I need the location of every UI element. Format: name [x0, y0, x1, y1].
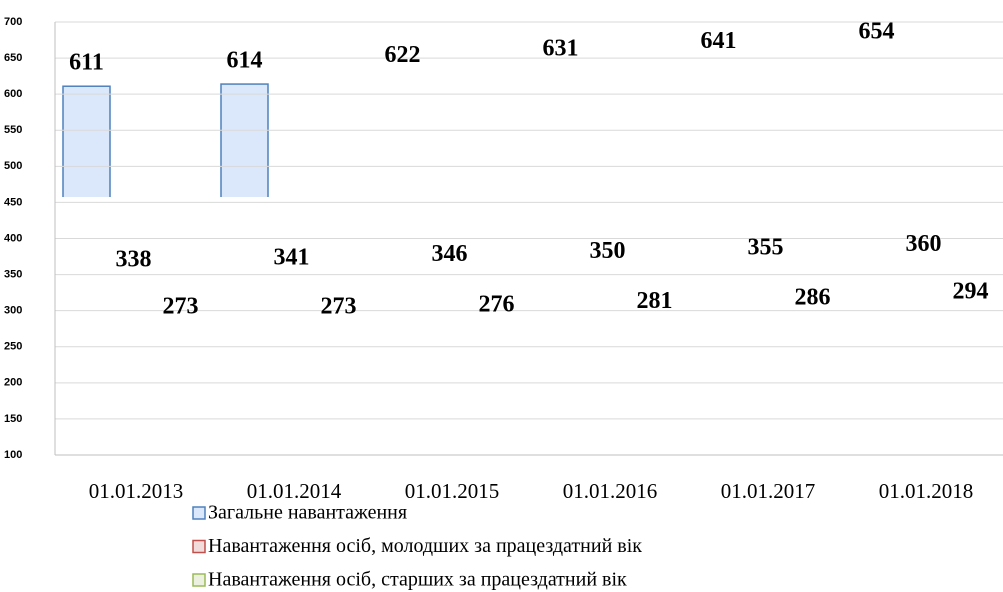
data-label: 281 [637, 288, 673, 314]
y-tick-label: 650 [4, 52, 22, 64]
bar [110, 283, 157, 455]
data-label: 654 [859, 19, 895, 45]
data-label: 273 [321, 294, 357, 320]
data-label: 276 [479, 291, 515, 317]
data-label: 611 [69, 50, 104, 76]
legend-swatch [192, 539, 206, 554]
bar [220, 83, 269, 197]
x-tick-label: 01.01.2018 [879, 479, 974, 503]
data-label: 286 [795, 284, 831, 310]
bar [947, 315, 994, 455]
bar [631, 324, 678, 455]
data-label: 273 [163, 294, 199, 320]
bar [789, 321, 836, 455]
legend-swatch [192, 573, 206, 587]
x-tick-label: 01.01.2017 [721, 479, 816, 503]
y-tick-label: 150 [4, 413, 22, 425]
data-label: 294 [953, 278, 989, 304]
y-tick-label: 300 [4, 305, 22, 317]
x-tick-label: 01.01.2014 [247, 479, 342, 503]
data-label: 631 [543, 35, 579, 61]
bar [695, 65, 742, 455]
y-tick-label: 200 [4, 377, 22, 389]
data-label: 360 [906, 231, 942, 257]
legend-label: Навантаження осіб, старших за працездатн… [208, 569, 627, 591]
bar [379, 78, 426, 455]
bar [853, 55, 900, 455]
bars [62, 55, 994, 455]
legend-label: Навантаження осіб, молодших за працездат… [208, 535, 642, 557]
x-tick-label: 01.01.2013 [89, 479, 184, 503]
data-label: 355 [748, 234, 784, 260]
y-tick-label: 500 [4, 160, 22, 172]
data-label: 338 [116, 247, 152, 273]
x-tick-label: 01.01.2015 [405, 479, 500, 503]
bar [537, 72, 584, 455]
bar [268, 281, 315, 455]
bar [62, 85, 111, 197]
x-tick-label: 01.01.2016 [563, 479, 658, 503]
data-label: 641 [701, 28, 737, 54]
legend-label: Загальне навантаження [208, 502, 407, 524]
y-tick-label: 700 [4, 16, 22, 28]
y-tick-label: 400 [4, 232, 22, 244]
data-label: 341 [274, 245, 310, 271]
data-label: 614 [227, 48, 263, 74]
y-tick-label: 100 [4, 449, 22, 461]
bar [157, 330, 204, 455]
bar [742, 271, 789, 455]
bar [900, 267, 947, 455]
data-label: 622 [385, 42, 421, 68]
legend-swatch [192, 506, 206, 520]
y-tick-label: 450 [4, 196, 22, 208]
data-label: 346 [432, 241, 468, 267]
y-tick-label: 350 [4, 268, 22, 280]
bar [426, 277, 473, 455]
y-tick-label: 550 [4, 124, 22, 136]
bar [584, 275, 631, 455]
y-tick-label: 250 [4, 341, 22, 353]
y-tick-label: 600 [4, 88, 22, 100]
bar [315, 330, 362, 455]
data-label: 350 [590, 238, 626, 264]
